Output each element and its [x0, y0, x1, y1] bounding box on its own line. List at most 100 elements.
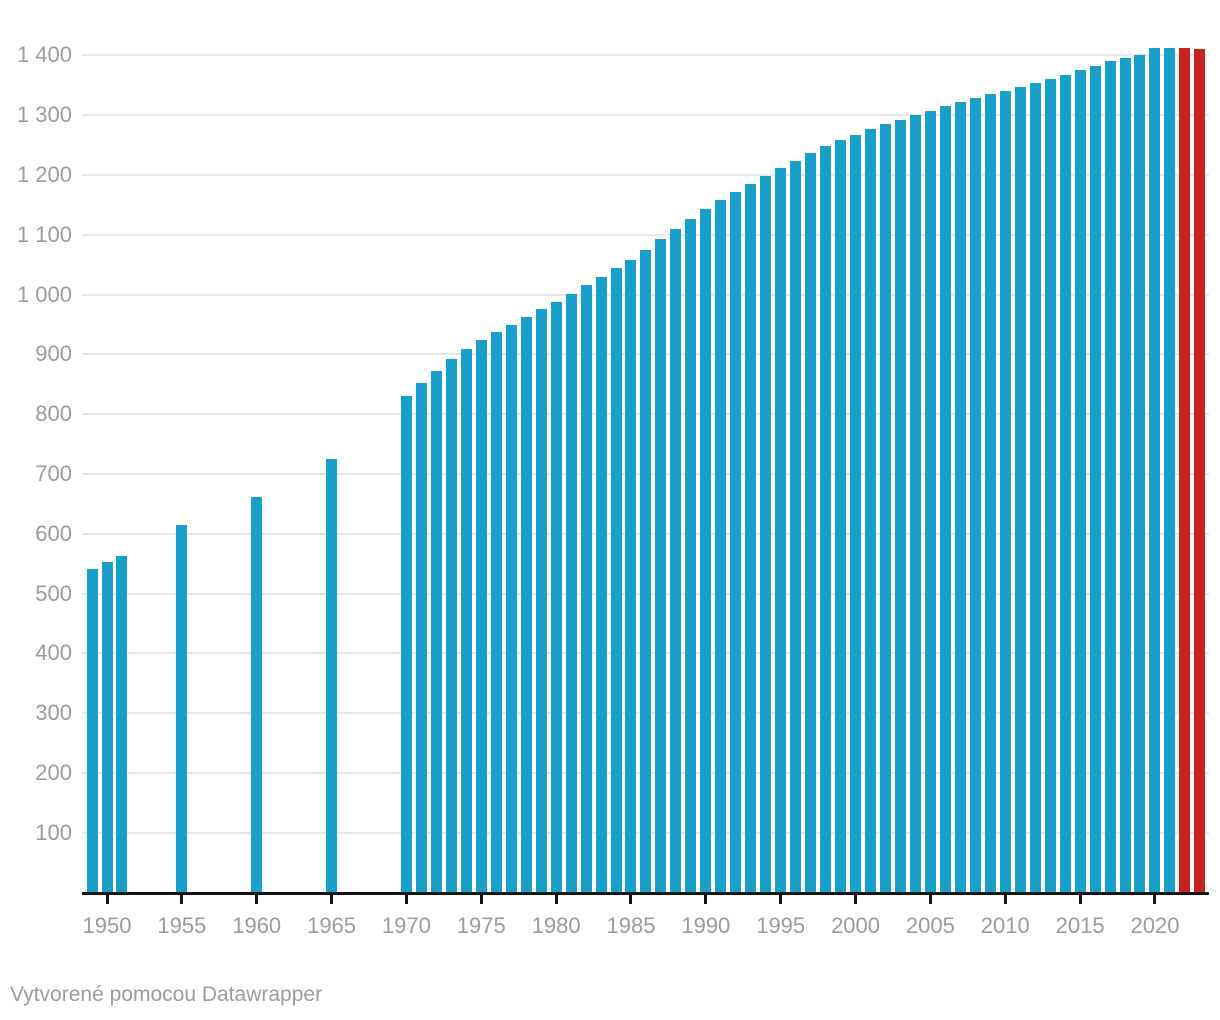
- bar-1999[interactable]: [835, 140, 847, 893]
- y-axis-label: 400: [35, 640, 72, 666]
- y-axis-label: 300: [35, 700, 72, 726]
- x-axis-label: 1950: [82, 913, 132, 938]
- bar-1971[interactable]: [415, 382, 427, 893]
- bar-2018[interactable]: [1119, 58, 1131, 893]
- datawrapper-attribution: Vytvorené pomocou Datawrapper: [10, 983, 323, 1006]
- bar-1951[interactable]: [116, 555, 128, 893]
- bar-2019[interactable]: [1134, 55, 1146, 893]
- x-axis-tick: [854, 895, 858, 904]
- x-axis-label: 1960: [232, 913, 282, 938]
- x-axis-label: 1990: [681, 913, 731, 938]
- bar-2003[interactable]: [894, 119, 906, 893]
- bar-1985[interactable]: [625, 259, 637, 893]
- x-axis-label: 2010: [980, 913, 1030, 938]
- bar-2015[interactable]: [1074, 70, 1086, 893]
- y-axis-label: 1 100: [16, 221, 72, 247]
- x-axis-tick: [928, 895, 932, 904]
- y-axis-label: 700: [35, 460, 72, 486]
- bar-1974[interactable]: [460, 349, 472, 893]
- y-axis-label: 200: [35, 759, 72, 785]
- x-axis-tick: [330, 895, 334, 904]
- bar-1981[interactable]: [565, 294, 577, 893]
- y-axis-label: 900: [35, 341, 72, 367]
- y-gridline: [82, 54, 1209, 57]
- x-axis-label: 1980: [531, 913, 581, 938]
- bar-2014[interactable]: [1059, 74, 1071, 893]
- bar-1990[interactable]: [700, 208, 712, 893]
- bar-1992[interactable]: [730, 191, 742, 893]
- bar-2008[interactable]: [969, 98, 981, 893]
- bar-1976[interactable]: [490, 332, 502, 893]
- bar-2012[interactable]: [1029, 82, 1041, 893]
- y-axis-label: 500: [35, 580, 72, 606]
- x-axis-tick: [1078, 895, 1082, 904]
- y-axis-label: 1 000: [16, 281, 72, 307]
- x-axis-label: 1975: [456, 913, 506, 938]
- bar-2010[interactable]: [999, 90, 1011, 893]
- bar-1972[interactable]: [430, 371, 442, 893]
- bar-1982[interactable]: [580, 284, 592, 893]
- bar-2011[interactable]: [1014, 86, 1026, 893]
- bar-1996[interactable]: [790, 160, 802, 893]
- bar-1978[interactable]: [520, 316, 532, 893]
- bar-1987[interactable]: [655, 238, 667, 893]
- y-axis-label: 1 200: [16, 161, 72, 187]
- bar-2016[interactable]: [1089, 65, 1101, 893]
- bar-1989[interactable]: [685, 218, 697, 893]
- bar-2022[interactable]: [1179, 48, 1191, 893]
- bar-1960[interactable]: [251, 496, 263, 893]
- bar-1998[interactable]: [820, 146, 832, 893]
- bar-2005[interactable]: [924, 110, 936, 893]
- y-gridline: [82, 233, 1209, 236]
- bar-2020[interactable]: [1149, 48, 1161, 893]
- x-axis-label: 2015: [1055, 913, 1105, 938]
- x-axis-label: 1985: [606, 913, 656, 938]
- bar-1965[interactable]: [326, 458, 338, 893]
- bar-1949[interactable]: [86, 568, 98, 893]
- bar-1995[interactable]: [775, 168, 787, 893]
- bar-1993[interactable]: [745, 183, 757, 893]
- bar-2002[interactable]: [879, 124, 891, 893]
- bar-1955[interactable]: [176, 524, 188, 893]
- bar-1977[interactable]: [505, 324, 517, 893]
- x-axis-line: [82, 892, 1209, 895]
- x-axis-tick: [629, 895, 633, 904]
- x-axis-tick: [105, 895, 109, 904]
- bar-1983[interactable]: [595, 276, 607, 893]
- bar-1986[interactable]: [640, 249, 652, 893]
- bar-2009[interactable]: [984, 94, 996, 893]
- bar-2017[interactable]: [1104, 61, 1116, 893]
- x-axis-tick: [255, 895, 259, 904]
- bar-2001[interactable]: [865, 129, 877, 893]
- y-axis-label: 1 300: [16, 102, 72, 128]
- bar-2006[interactable]: [939, 106, 951, 893]
- bar-1973[interactable]: [445, 359, 457, 893]
- bar-1988[interactable]: [670, 228, 682, 893]
- bar-2007[interactable]: [954, 102, 966, 893]
- x-axis-label: 1995: [756, 913, 806, 938]
- bar-1984[interactable]: [610, 268, 622, 893]
- y-axis-label: 100: [35, 819, 72, 845]
- bar-1997[interactable]: [805, 153, 817, 893]
- bar-1979[interactable]: [535, 309, 547, 893]
- y-gridline: [82, 173, 1209, 176]
- bar-1980[interactable]: [550, 302, 562, 893]
- bar-1950[interactable]: [101, 562, 113, 893]
- bar-1970[interactable]: [400, 396, 412, 893]
- x-axis-tick: [404, 895, 408, 904]
- bar-2021[interactable]: [1164, 47, 1176, 893]
- bar-2000[interactable]: [850, 134, 862, 893]
- x-axis-tick: [180, 895, 184, 904]
- x-axis-label: 2000: [831, 913, 881, 938]
- bar-1975[interactable]: [475, 339, 487, 893]
- x-axis-label: 1955: [157, 913, 207, 938]
- x-axis-tick: [779, 895, 783, 904]
- bar-2013[interactable]: [1044, 78, 1056, 893]
- x-axis-label: 1965: [307, 913, 357, 938]
- bar-2004[interactable]: [909, 115, 921, 893]
- bar-1991[interactable]: [715, 199, 727, 893]
- bar-2023[interactable]: [1194, 49, 1206, 893]
- x-axis-tick: [479, 895, 483, 904]
- bar-1994[interactable]: [760, 175, 772, 893]
